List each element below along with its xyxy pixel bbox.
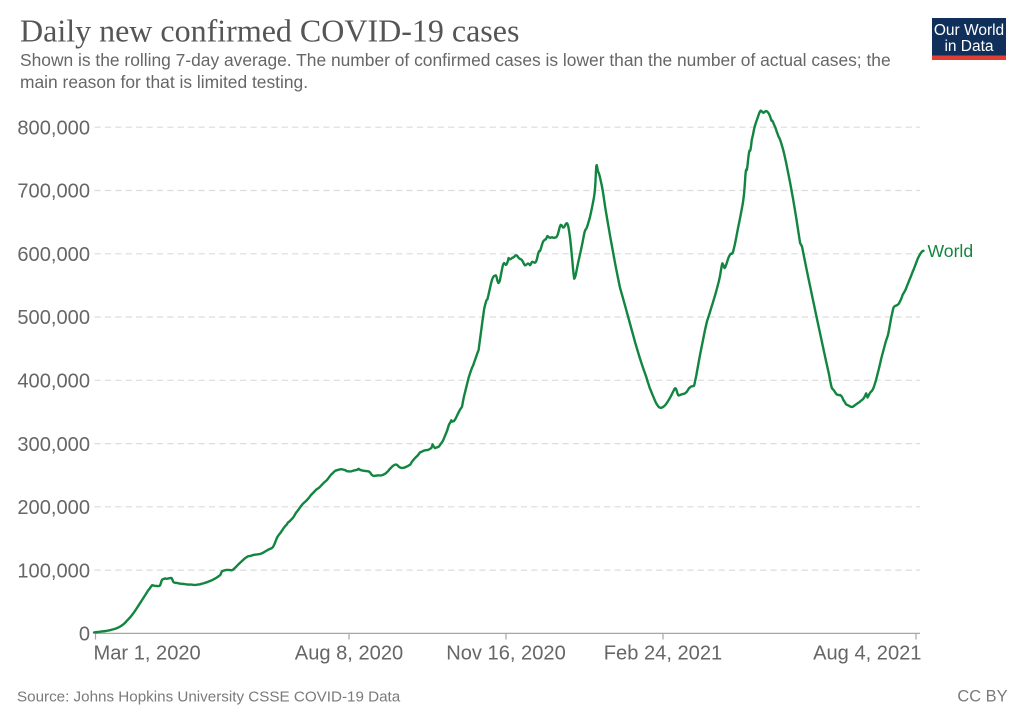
svg-text:400,000: 400,000: [17, 371, 90, 393]
svg-text:Daily new confirmed COVID-19 c: Daily new confirmed COVID-19 cases: [20, 13, 519, 49]
svg-text:600,000: 600,000: [17, 244, 90, 266]
svg-text:Shown is the rolling 7-day ave: Shown is the rolling 7-day average. The …: [20, 50, 891, 70]
svg-text:800,000: 800,000: [17, 117, 90, 139]
svg-text:Nov 16, 2020: Nov 16, 2020: [446, 643, 566, 665]
svg-text:Our World: Our World: [934, 22, 1004, 39]
svg-text:200,000: 200,000: [17, 497, 90, 519]
svg-text:Aug 8, 2020: Aug 8, 2020: [295, 643, 403, 665]
svg-text:700,000: 700,000: [17, 181, 90, 203]
svg-text:300,000: 300,000: [17, 434, 90, 456]
svg-text:Aug 4, 2021: Aug 4, 2021: [813, 643, 921, 665]
svg-text:World: World: [928, 241, 974, 261]
svg-text:Mar 1, 2020: Mar 1, 2020: [94, 643, 201, 665]
svg-text:500,000: 500,000: [17, 307, 90, 329]
svg-text:Feb 24, 2021: Feb 24, 2021: [604, 643, 722, 665]
svg-text:0: 0: [79, 624, 90, 646]
svg-text:CC BY: CC BY: [957, 688, 1007, 706]
svg-text:Source: Johns Hopkins Universi: Source: Johns Hopkins University CSSE CO…: [17, 689, 401, 706]
svg-text:main reason for that is limite: main reason for that is limited testing.: [20, 72, 308, 92]
svg-text:100,000: 100,000: [17, 560, 90, 582]
svg-text:in Data: in Data: [944, 38, 993, 55]
